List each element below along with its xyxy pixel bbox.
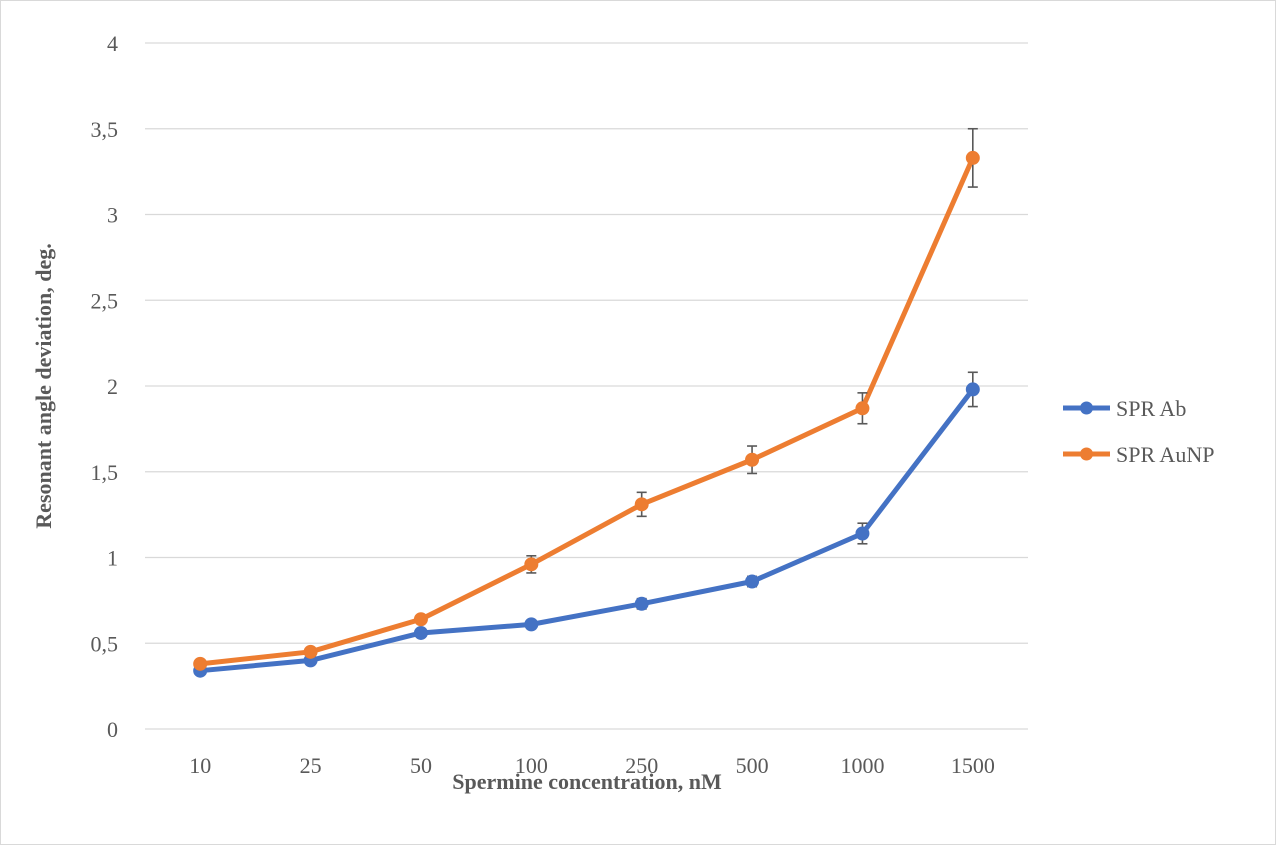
data-point: [965, 382, 980, 397]
data-point: [745, 452, 760, 467]
legend-item: SPR AuNP: [1063, 442, 1214, 467]
legend-label: SPR AuNP: [1116, 442, 1214, 467]
x-tick-label: 10: [189, 753, 211, 778]
x-tick-label: 1500: [951, 753, 995, 778]
y-tick-label: 1,5: [91, 460, 119, 485]
y-tick-label: 2,5: [91, 288, 119, 313]
legend: SPR Ab SPR AuNP: [1063, 396, 1214, 467]
x-tick-label: 50: [410, 753, 432, 778]
data-point: [413, 625, 428, 640]
data-point: [193, 656, 208, 671]
y-tick-label: 3,5: [91, 117, 119, 142]
x-tick-label: 1000: [840, 753, 884, 778]
y-tick-label: 0,5: [91, 631, 119, 656]
data-point: [524, 617, 539, 632]
y-tick-label: 1: [107, 546, 118, 571]
legend-swatch-marker: [1080, 401, 1093, 415]
data-point: [524, 557, 539, 572]
x-tick-label: 250: [625, 753, 658, 778]
data-point: [413, 612, 428, 627]
y-tick-label: 2: [107, 374, 118, 399]
legend-item: SPR Ab: [1063, 396, 1186, 421]
legend-label: SPR Ab: [1116, 396, 1186, 421]
x-axis-title: Spermine concentration, nM: [452, 769, 722, 794]
data-point: [303, 644, 318, 659]
gridlines: [145, 42, 1028, 730]
series-2: [193, 127, 980, 671]
x-tick-label: 100: [515, 753, 548, 778]
x-tick-label: 500: [736, 753, 769, 778]
y-tick-label: 3: [107, 203, 118, 228]
data-point: [965, 150, 980, 165]
y-tick-labels: 0 0,5 1 1,5 2 2,5 3 3,5 4: [91, 31, 119, 742]
data-point: [745, 574, 760, 589]
data-point: [855, 401, 870, 416]
x-tick-label: 25: [300, 753, 322, 778]
y-tick-label: 4: [107, 31, 118, 56]
y-axis-title: Resonant angle deviation, deg.: [31, 243, 56, 528]
y-tick-label: 0: [107, 717, 118, 742]
series-group: [193, 127, 980, 678]
data-point: [855, 526, 870, 541]
legend-swatch-marker: [1080, 447, 1093, 461]
series-line: [199, 387, 975, 674]
data-point: [634, 497, 649, 512]
series-1: [193, 371, 980, 678]
series-line: [199, 156, 976, 667]
x-tick-labels: 10 25 50 100 250 500 1000 1500: [189, 753, 995, 778]
data-point: [634, 596, 649, 611]
